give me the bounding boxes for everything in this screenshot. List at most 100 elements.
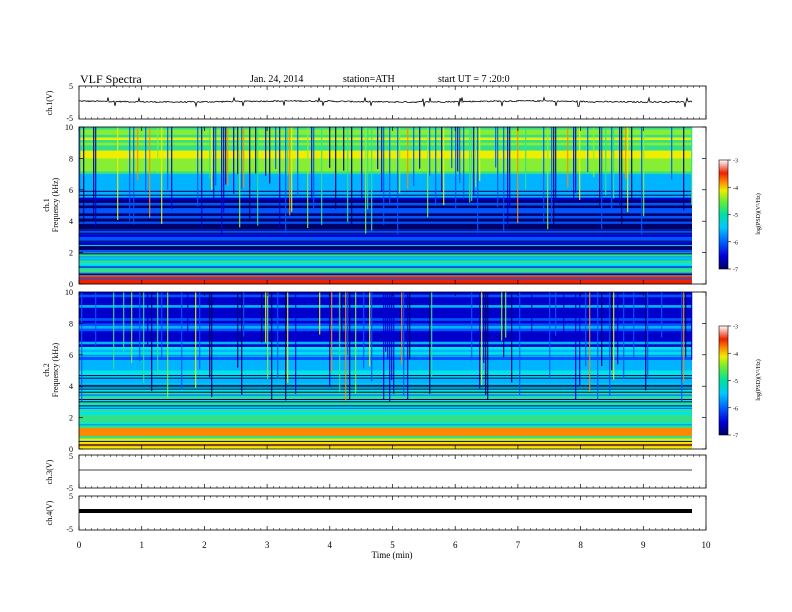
spectrogram-sferic: [407, 292, 409, 400]
spectrogram-sferic: [617, 292, 619, 365]
spectrogram-band: [79, 422, 692, 426]
spectrogram-band: [79, 268, 692, 272]
time-axis-label: Time (min): [372, 550, 413, 560]
spectrogram-sferic: [157, 127, 159, 173]
spectrogram-sferic: [313, 127, 315, 213]
spectrogram-band: [79, 412, 692, 416]
spectrogram-sferic: [413, 127, 415, 187]
spectrogram-sferic: [339, 292, 341, 393]
ch1-colorbar-tick: -6: [733, 240, 738, 246]
spectrogram-sferic: [455, 127, 457, 210]
spectrogram-sferic: [431, 292, 433, 378]
ch4-trace: [79, 509, 692, 513]
spectrogram-band: [79, 195, 692, 199]
ch3-ylabel: ch.3(V): [45, 459, 54, 484]
spectrogram-line: [79, 273, 692, 275]
spectrogram-sferic: [429, 292, 431, 394]
ch2-spec-ytick: 0: [69, 445, 73, 454]
time-tick-label: 8: [578, 540, 583, 550]
spectrogram-sferic: [383, 127, 385, 225]
spectrogram-sferic: [429, 127, 431, 176]
spectrogram-sferic: [265, 127, 267, 176]
spectrogram-sferic: [621, 127, 623, 227]
spectrogram-band: [79, 213, 692, 217]
spectrogram-sferic: [389, 127, 391, 206]
spectrogram-sferic: [475, 127, 477, 188]
ch2-colorbar-tick: -5: [733, 379, 738, 385]
spectrogram-band: [79, 187, 692, 191]
spectrogram-sferic: [399, 127, 401, 194]
spectrogram-sferic: [507, 127, 509, 227]
spectrogram-band: [79, 174, 692, 178]
spectrogram-sferic: [329, 292, 331, 388]
ch1-colorbar-tick: -4: [733, 186, 738, 192]
ch2-colorbar-tick: -3: [733, 325, 738, 331]
spectrogram-sferic: [181, 292, 183, 390]
spectrogram-sferic: [567, 127, 569, 188]
spectrogram-band: [79, 278, 692, 282]
spectrogram-sferic: [645, 292, 647, 391]
spectrogram-sferic: [295, 292, 297, 394]
spectrogram-sferic: [81, 292, 83, 402]
ch1-ylabel: ch.1(V): [45, 90, 54, 115]
spectrogram-sferic: [601, 127, 603, 229]
spectrogram-sferic: [117, 127, 119, 220]
spectrogram-sferic: [601, 292, 603, 366]
spectrogram-band: [79, 370, 692, 374]
ch1-spec-ytick: 2: [69, 249, 73, 258]
spectrogram-sferic: [393, 292, 395, 394]
spectrogram-sferic: [403, 292, 405, 396]
spectrogram-band: [79, 352, 692, 356]
spectrogram-band: [79, 234, 692, 238]
spectrogram-sferic: [505, 292, 507, 338]
spectrogram-sferic: [555, 292, 557, 336]
spectrogram-band: [79, 257, 692, 261]
spectrogram-sferic: [605, 127, 607, 196]
spectrogram-band: [79, 155, 692, 159]
spectrogram-sferic: [211, 127, 213, 190]
spectrogram-sferic: [241, 127, 243, 190]
spectrogram-band: [79, 263, 692, 267]
spectrogram-sferic: [255, 127, 257, 174]
time-tick-label: 1: [139, 540, 144, 550]
spectrogram-band: [79, 147, 692, 151]
spectrogram-sferic: [443, 127, 445, 206]
spectrogram-sferic: [345, 292, 347, 402]
spectrogram-sferic: [221, 127, 223, 236]
spectrogram-sferic: [341, 292, 343, 340]
spectrogram-sferic: [267, 292, 269, 379]
spectrogram-sferic: [647, 292, 649, 377]
spectrogram-sferic: [481, 292, 483, 386]
spectrogram-sferic: [385, 292, 387, 352]
spectrogram-sferic: [531, 292, 533, 334]
spectrogram-band: [79, 205, 692, 209]
spectrogram-band: [79, 409, 692, 413]
spectrogram-sferic: [139, 292, 141, 361]
ch2-spec-ytick: 2: [69, 414, 73, 423]
spectrogram-sferic: [213, 127, 215, 200]
spectrogram-sferic: [631, 127, 633, 201]
spectrogram-line: [79, 411, 692, 413]
spectrogram-sferic: [463, 127, 465, 199]
ch4-ytick-5: 5: [69, 492, 73, 501]
spectrogram-sferic: [547, 127, 549, 230]
spectrogram-sferic: [355, 292, 357, 393]
spectrogram-band: [79, 375, 692, 379]
time-tick-label: 4: [328, 540, 333, 550]
spectrogram-band: [79, 200, 692, 204]
spectrogram-line: [79, 384, 692, 386]
spectrogram-sferic: [579, 292, 581, 386]
spectrogram-band: [79, 420, 692, 424]
ch2-spec-ytick: 4: [69, 382, 73, 391]
spectrogram-sferic: [311, 127, 313, 200]
spectrogram-sferic: [477, 127, 479, 234]
ch2-colorbar-label: log(PSD)(V²/Hz): [755, 359, 762, 400]
spectrogram-sferic: [579, 127, 581, 200]
spectrogram-sferic: [627, 127, 629, 213]
spectrogram-sferic: [133, 127, 135, 225]
spectrogram-sferic: [285, 127, 287, 233]
spectrogram-sferic: [451, 127, 453, 169]
spectrogram-sferic: [131, 292, 133, 364]
spectrogram-band: [79, 388, 692, 392]
ch2-spec-ytick: 6: [69, 351, 73, 360]
